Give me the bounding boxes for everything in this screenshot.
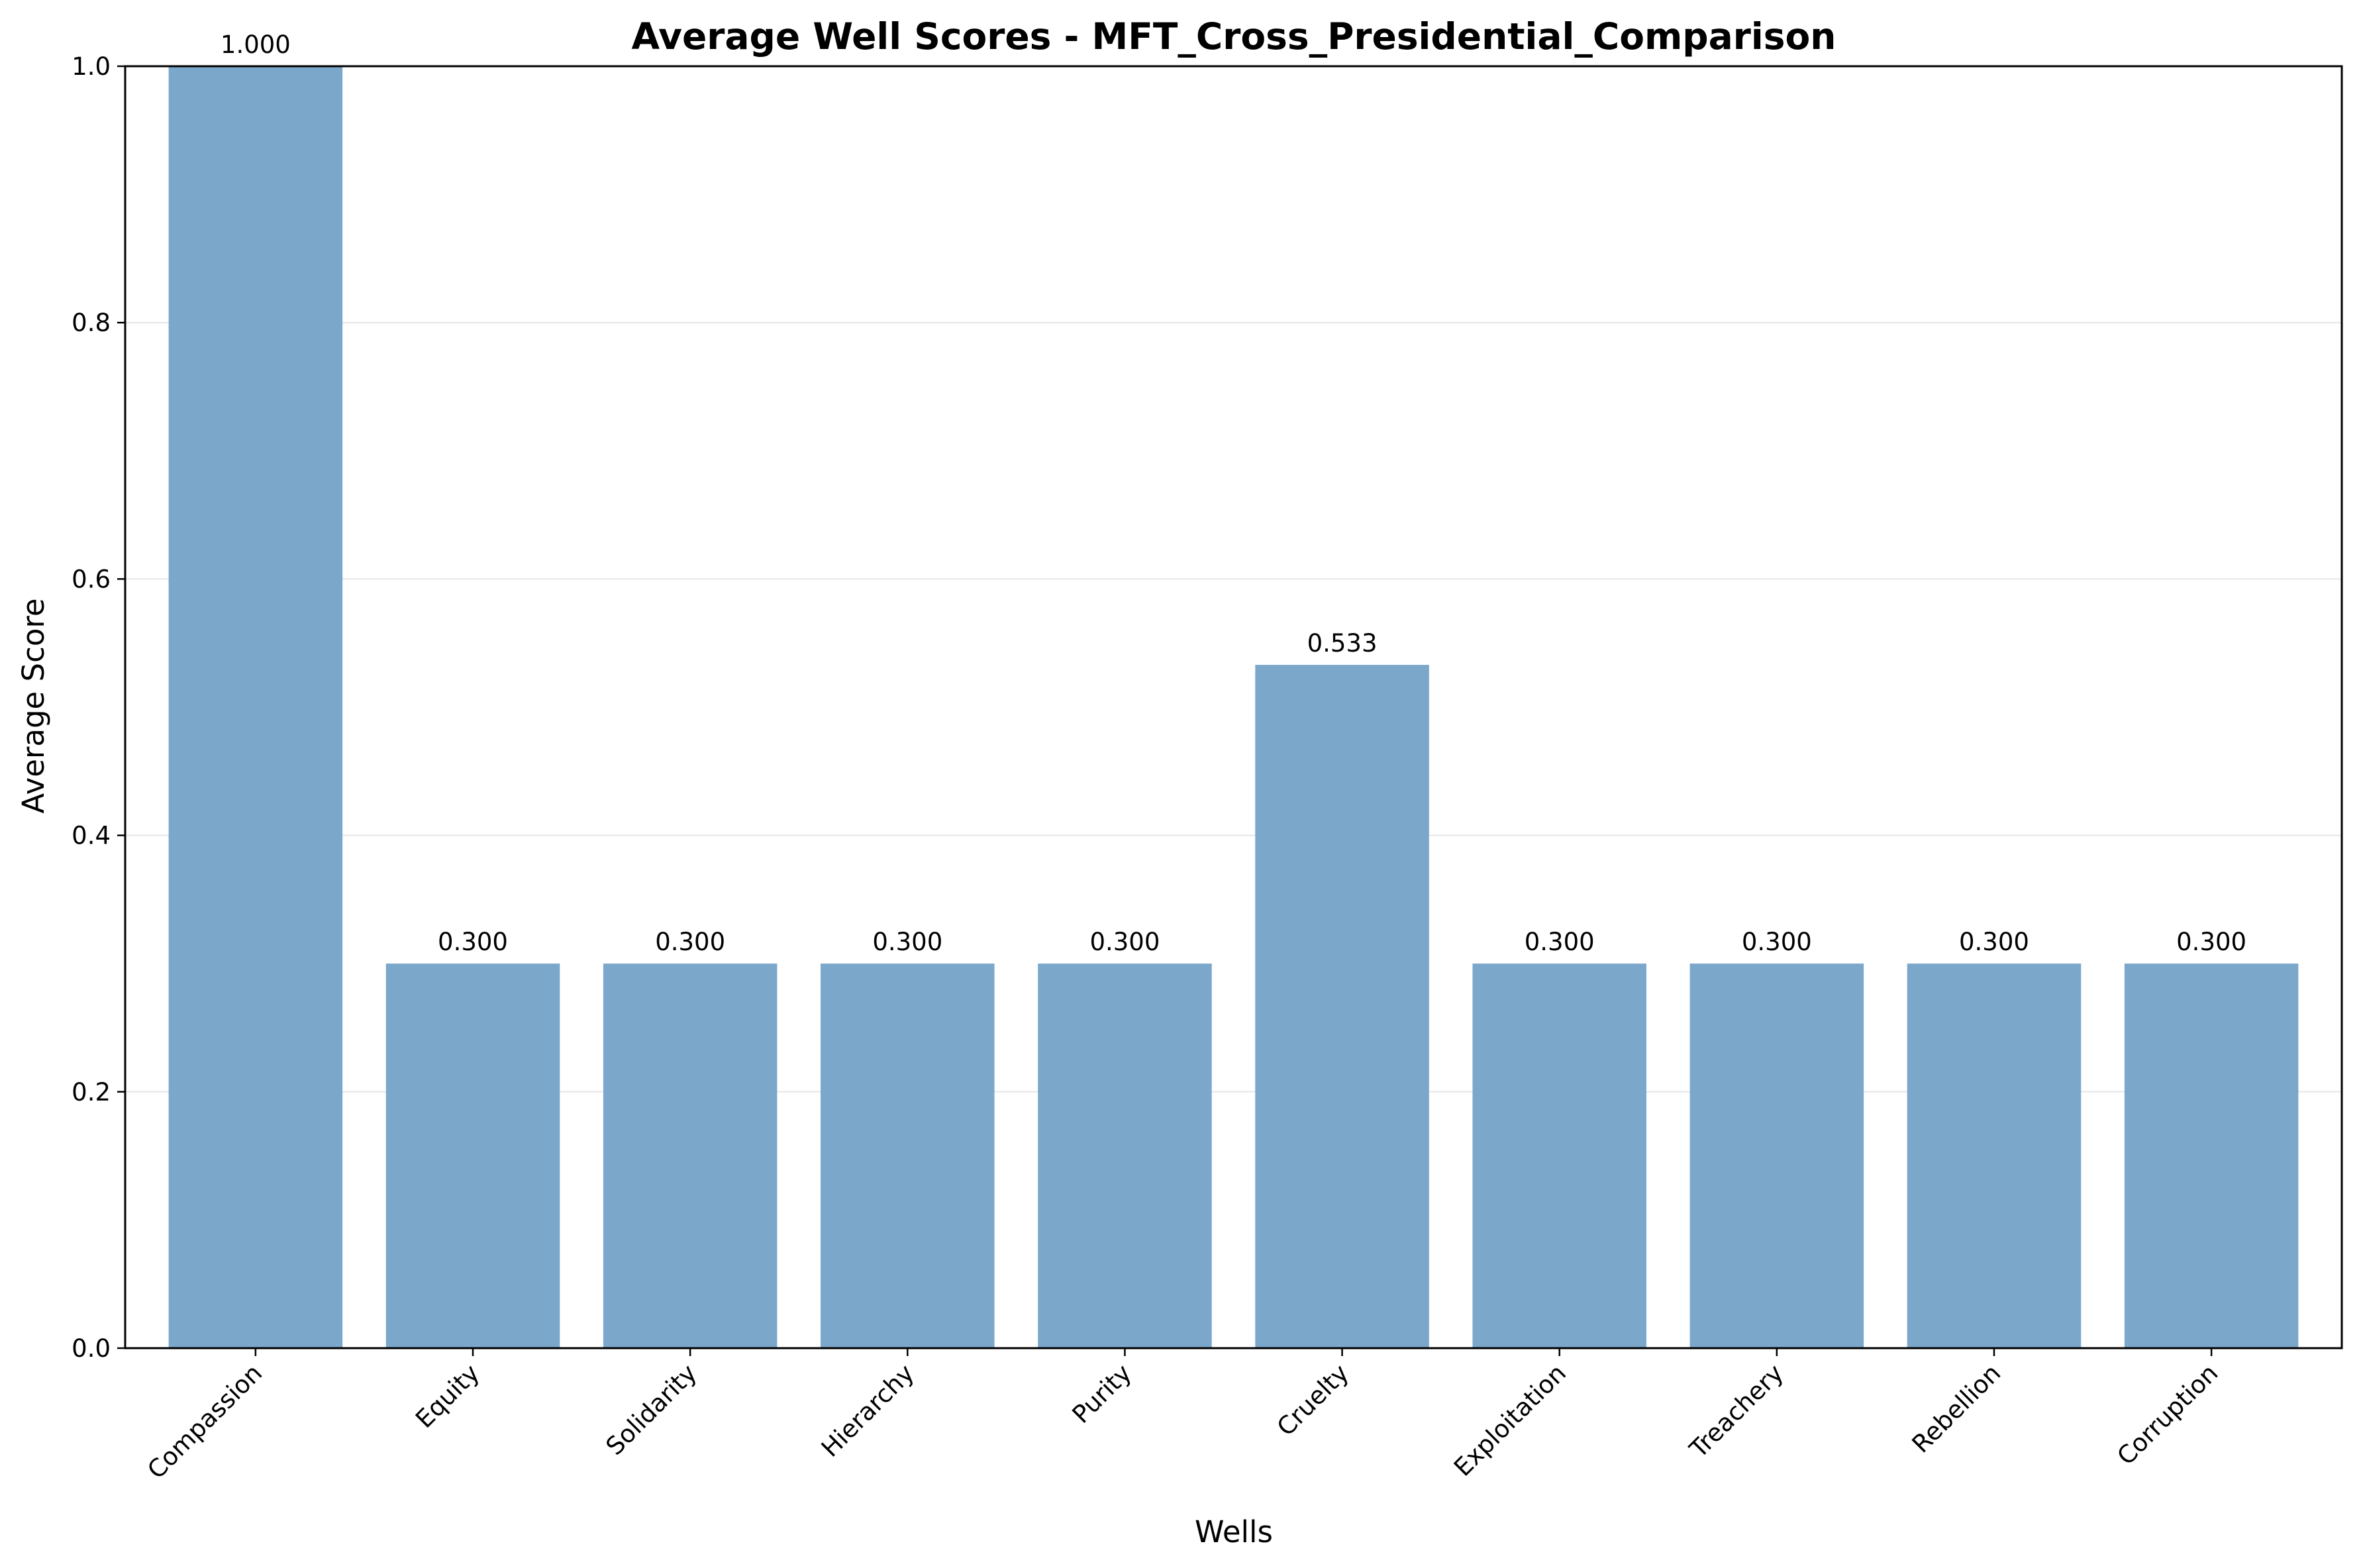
data-label: 0.300 (1959, 928, 2029, 956)
bar-solidarity (603, 963, 778, 1348)
y-tick-label: 0.2 (72, 1078, 111, 1106)
y-tick-label: 0.8 (72, 309, 111, 337)
data-label: 0.300 (872, 928, 942, 956)
bar-compassion (168, 66, 343, 1348)
bar-rebellion (1907, 963, 2082, 1348)
bar-equity (385, 963, 560, 1348)
data-label: 0.300 (655, 928, 725, 956)
y-tick-label: 0.4 (72, 822, 111, 850)
axes (117, 65, 2343, 1356)
bar-exploitation (1472, 963, 1646, 1348)
bar-treachery (1689, 963, 1864, 1348)
data-label: 1.000 (221, 30, 291, 59)
data-label: 0.300 (1089, 928, 1160, 956)
plot-frame (124, 65, 2343, 1349)
data-label: 0.300 (2176, 928, 2246, 956)
y-axis-label: Average Score (16, 598, 51, 813)
bar-corruption (2124, 963, 2299, 1348)
data-label: 0.533 (1307, 629, 1378, 658)
y-tick-label: 1.0 (72, 52, 111, 81)
y-tick-label: 0.0 (72, 1334, 111, 1363)
data-label: 0.300 (1742, 928, 1812, 956)
bar-cruelty (1255, 665, 1429, 1348)
data-label: 0.300 (1525, 928, 1595, 956)
chart-title: Average Well Scores - MFT_Cross_Presiden… (632, 15, 1836, 58)
bars (168, 66, 2299, 1348)
data-label: 0.300 (438, 928, 508, 956)
bar-hierarchy (821, 963, 995, 1348)
y-tick-labels: 0.0 0.2 0.4 0.6 0.8 1.0 (72, 52, 111, 1363)
y-tick-label: 0.6 (72, 565, 111, 593)
bar-purity (1038, 963, 1212, 1348)
x-axis-label: Wells (1195, 1514, 1273, 1549)
data-labels: 1.000 0.300 0.300 0.300 0.300 0.533 0.300 0.300… (221, 30, 2246, 956)
